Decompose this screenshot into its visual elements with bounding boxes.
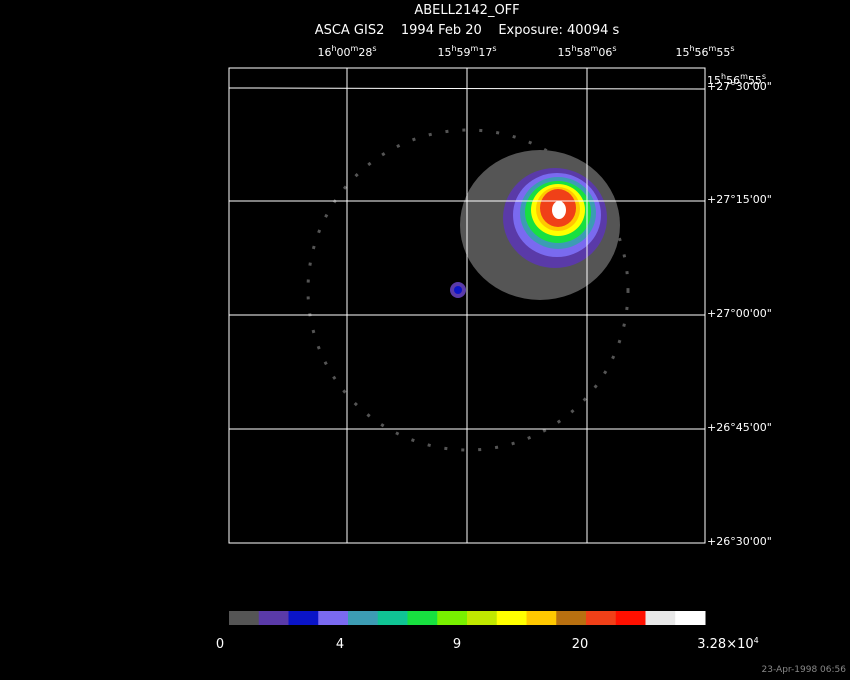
ra-label: 15h56m55s [675,44,734,59]
superscript: s [612,44,616,53]
label-part: 56 [726,74,740,87]
colorbar-cell [675,611,706,625]
label-part: 20 [572,637,589,652]
colorbar-cell [288,611,319,625]
colorbar-cell [645,611,676,625]
source [454,286,462,294]
superscript: h [689,44,694,53]
grid-line [228,87,706,90]
superscript: h [451,44,456,53]
superscript: s [762,72,766,81]
title: ABELL2142_OFF [414,3,519,18]
label-part: 00 [337,46,351,59]
superscript: 4 [754,636,759,645]
label-part: 55 [748,74,762,87]
superscript: s [492,44,496,53]
colorbar-label: 4 [336,637,344,652]
superscript: m [709,44,717,53]
label-part: 58 [577,46,591,59]
colorbar-cell [556,611,587,625]
colorbar-cell [586,611,617,625]
colorbar-cell [437,611,468,625]
ra-label: 15h56m55s [707,72,766,87]
blob [552,201,566,219]
colorbar-label: 20 [572,637,589,652]
colorbar-cell [258,611,289,625]
superscript: m [740,72,748,81]
colorbar-label: 9 [453,637,461,652]
superscript: m [351,44,359,53]
label-part: 16 [317,46,331,59]
colorbar-cell [407,611,438,625]
timestamp: 23-Apr-1998 06:56 [762,665,847,675]
superscript: s [372,44,376,53]
label-part: 56 [695,46,709,59]
superscript: h [721,72,726,81]
superscript: h [571,44,576,53]
grid [228,67,706,544]
superscript: s [730,44,734,53]
colorbar-cell [318,611,349,625]
label-part: 17 [478,46,492,59]
dec-label: +26°30'00" [707,535,772,548]
colorbar-cell [467,611,498,625]
label-part: 4 [336,637,344,652]
dec-label: +27°15'00" [707,193,772,206]
label-part: 0 [216,637,224,652]
subtitle: ASCA GIS2 1994 Feb 20 Exposure: 40094 s [315,23,620,38]
label-part: 15 [437,46,451,59]
colorbar-cell [377,611,408,625]
label-part: 3.28×10 [697,637,753,652]
colorbar-cell [229,611,260,625]
label-part: 06 [598,46,612,59]
dec-label: +26°45'00" [707,421,772,434]
ra-label: 15h58m06s [557,44,616,59]
label-part: 15 [675,46,689,59]
superscript: h [331,44,336,53]
superscript: m [471,44,479,53]
label-part: 15 [557,46,571,59]
dec-label: +27°00'00" [707,307,772,320]
label-part: 28 [358,46,372,59]
label-part: 59 [457,46,471,59]
label-part: 55 [716,46,730,59]
colorbar-label: 0 [216,637,224,652]
ra-label: 16h00m28s [317,44,376,59]
superscript: m [591,44,599,53]
colorbar-cell [348,611,379,625]
dec-label: +27°30'00" [707,80,772,93]
image [306,128,630,452]
label-part: 15 [707,74,721,87]
ring [306,128,630,452]
label-part: 9 [453,637,461,652]
colorbar-cell [526,611,557,625]
colorbar-label: 3.28×104 [697,636,758,652]
colorbar-cell [496,611,527,625]
ra-label: 15h59m17s [437,44,496,59]
colorbar-cell [615,611,646,625]
